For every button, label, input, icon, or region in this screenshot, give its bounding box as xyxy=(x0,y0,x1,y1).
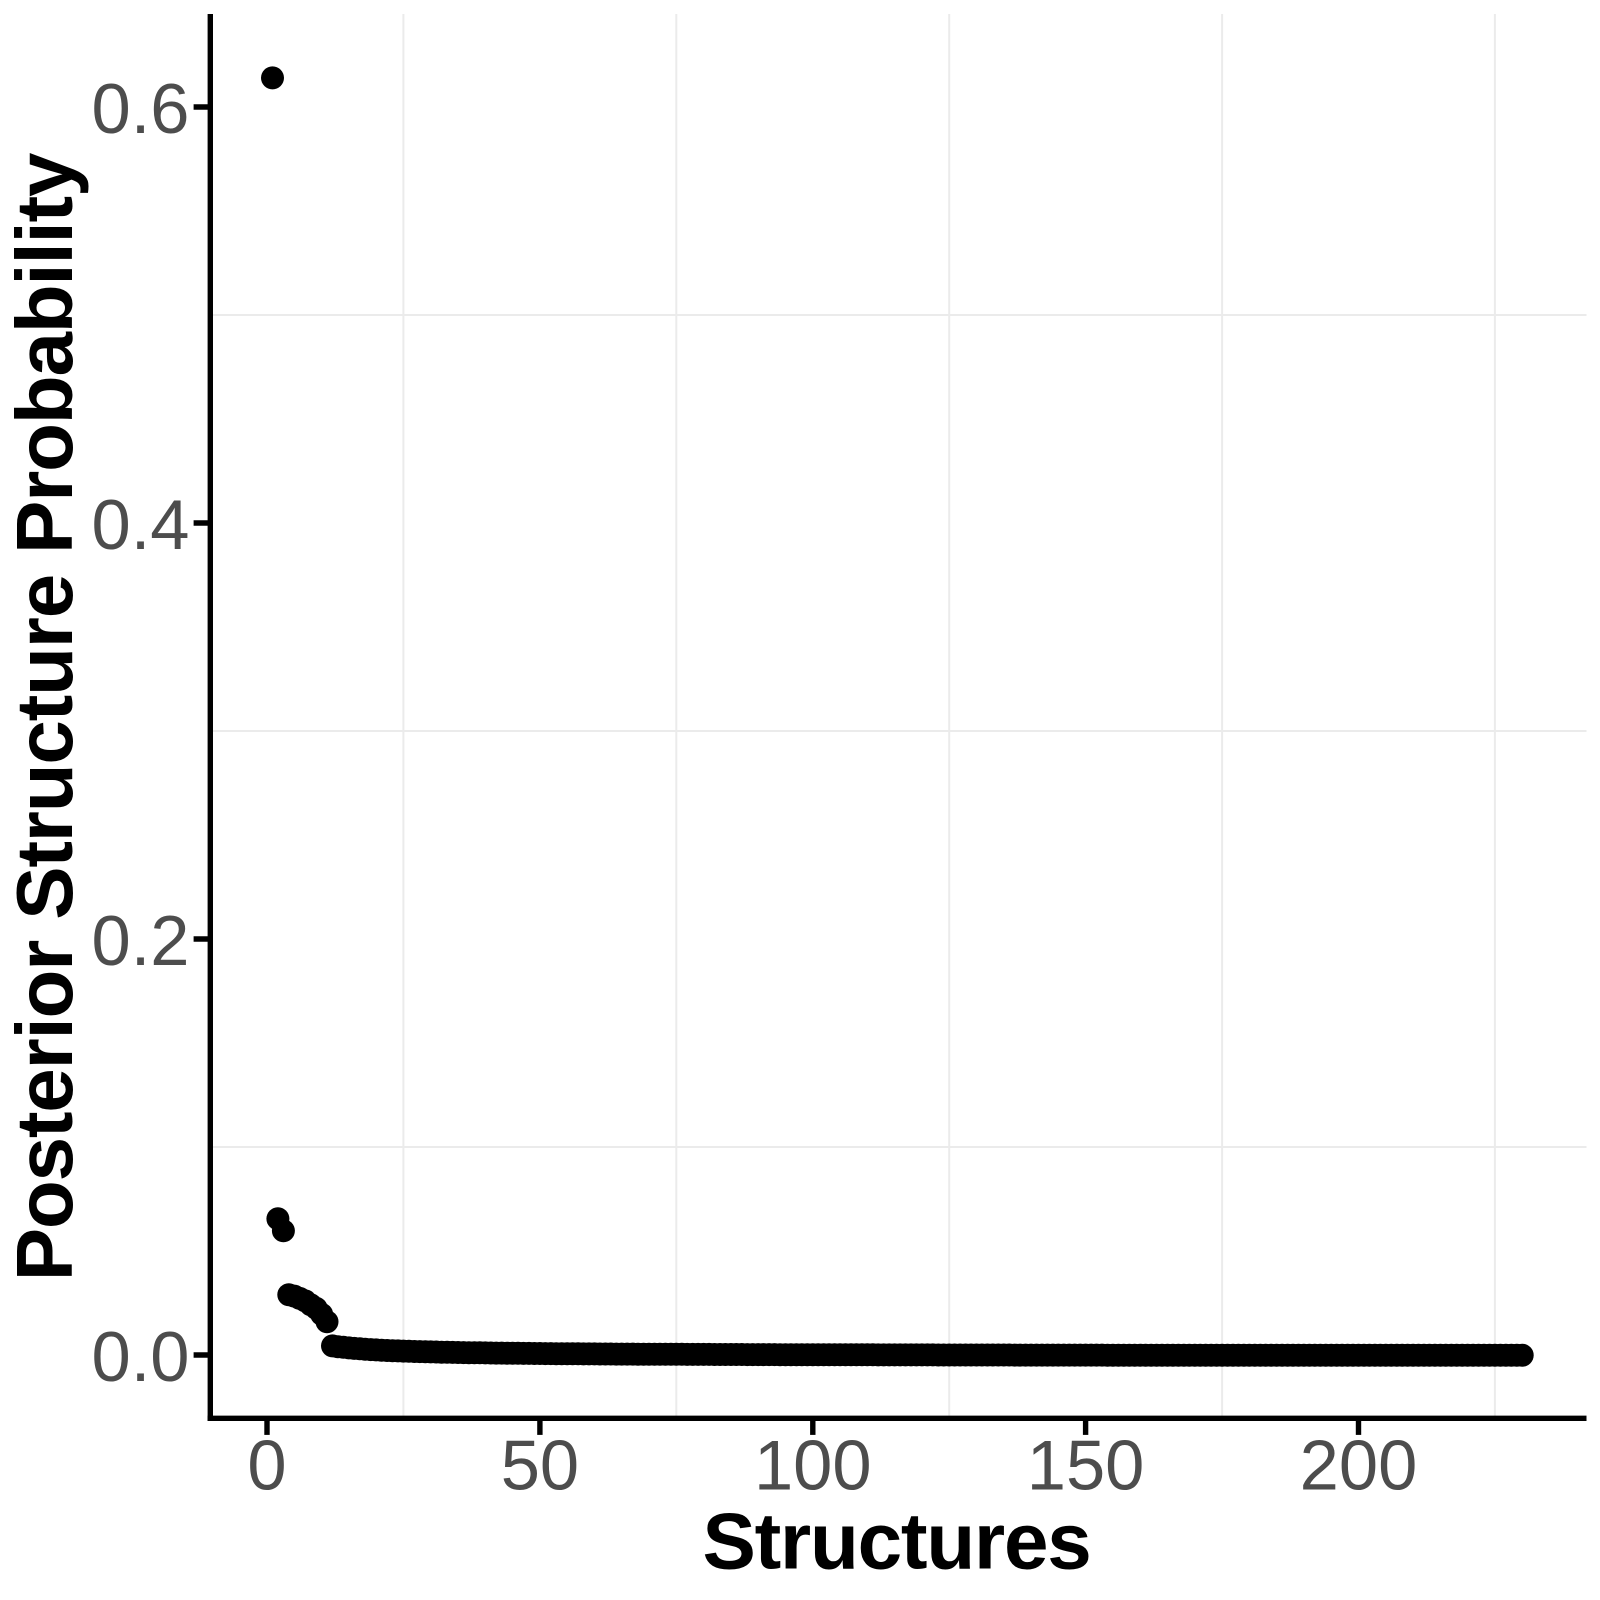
svg-text:150: 150 xyxy=(1027,1426,1145,1505)
svg-text:Structures: Structures xyxy=(702,1496,1090,1585)
svg-text:100: 100 xyxy=(754,1426,872,1505)
svg-text:Posterior Structure Probabilit: Posterior Structure Probability xyxy=(0,152,89,1281)
svg-text:0: 0 xyxy=(247,1426,286,1505)
svg-text:200: 200 xyxy=(1300,1426,1418,1505)
svg-text:50: 50 xyxy=(501,1426,579,1505)
svg-text:0.4: 0.4 xyxy=(91,485,189,564)
svg-text:0.6: 0.6 xyxy=(91,69,189,148)
svg-text:0.2: 0.2 xyxy=(91,901,189,980)
svg-text:0.0: 0.0 xyxy=(91,1317,189,1396)
